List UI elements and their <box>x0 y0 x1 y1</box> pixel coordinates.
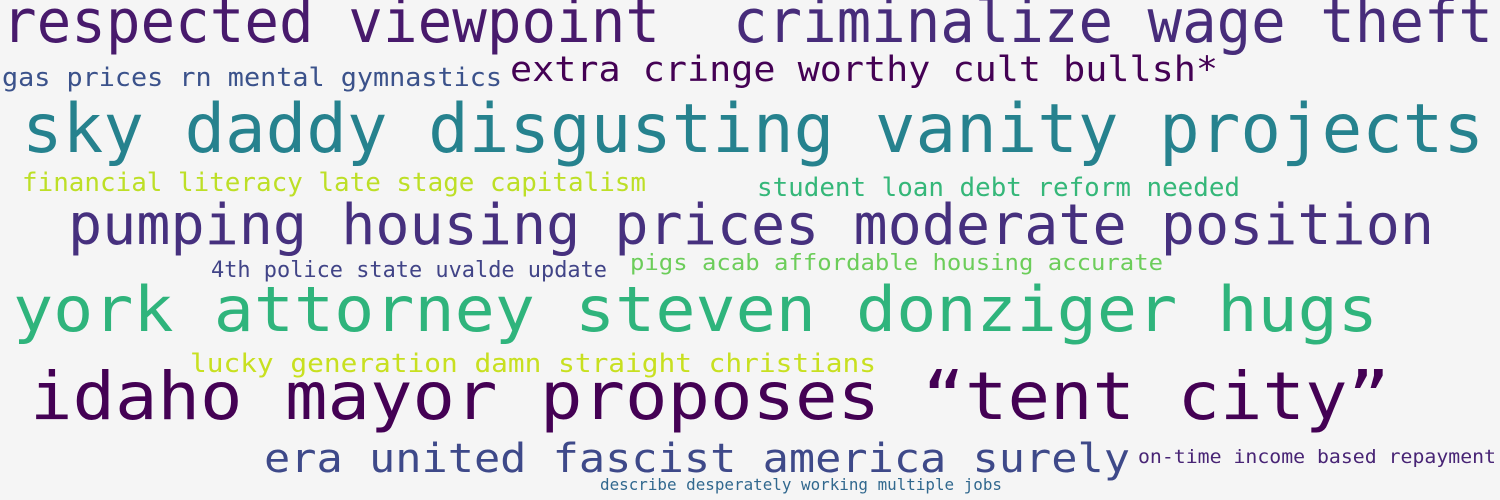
phrase-describe-desperately: describe desperately working multiple jo… <box>600 474 1002 494</box>
phrase-criminalize-wage-theft: criminalize wage theft <box>733 0 1493 58</box>
phrase-respected-viewpoint: respected viewpoint <box>2 0 660 58</box>
phrase-sky-daddy: sky daddy disgusting vanity projects <box>22 89 1485 169</box>
phrase-on-time-income: on-time income based repayment <box>1138 446 1496 468</box>
phrase-idaho-mayor: idaho mayor proposes “tent city” <box>30 358 1391 436</box>
phrase-student-loan: student loan debt reform needed <box>757 172 1240 203</box>
phrase-4th-police-state: 4th police state uvalde update <box>211 258 608 284</box>
phrase-gas-prices: gas prices rn mental gymnastics <box>2 62 503 93</box>
phrase-extra-cringe: extra cringe worthy cult bullsh* <box>510 49 1219 90</box>
phrase-lucky-generation: lucky generation damn straight christian… <box>190 348 877 379</box>
phrase-financial-literacy: financial literacy late stage capitalism <box>22 167 647 198</box>
phrase-york-attorney: york attorney steven donziger hugs <box>13 272 1378 346</box>
phrase-era-united: era united fascist america surely <box>264 435 1131 482</box>
phrase-pigs-acab: pigs acab affordable housing accurate <box>630 251 1164 277</box>
phrase-pumping-housing: pumping housing prices moderate position <box>68 193 1434 259</box>
